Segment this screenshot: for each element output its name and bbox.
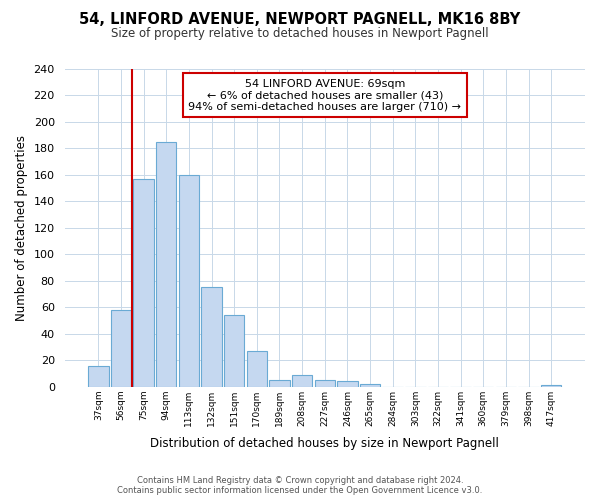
Bar [179, 175, 199, 386]
Text: 54 LINFORD AVENUE: 69sqm
← 6% of detached houses are smaller (43)
94% of semi-de: 54 LINFORD AVENUE: 69sqm ← 6% of detache… [188, 78, 461, 112]
Text: 54, LINFORD AVENUE, NEWPORT PAGNELL, MK16 8BY: 54, LINFORD AVENUE, NEWPORT PAGNELL, MK1… [79, 12, 521, 28]
Bar [247, 351, 267, 386]
Bar [156, 142, 176, 386]
Bar [269, 380, 290, 386]
Bar [88, 366, 109, 386]
X-axis label: Distribution of detached houses by size in Newport Pagnell: Distribution of detached houses by size … [151, 437, 499, 450]
Bar [292, 375, 313, 386]
Y-axis label: Number of detached properties: Number of detached properties [15, 135, 28, 321]
Bar [224, 315, 244, 386]
Text: Size of property relative to detached houses in Newport Pagnell: Size of property relative to detached ho… [111, 28, 489, 40]
Bar [337, 382, 358, 386]
Bar [133, 179, 154, 386]
Bar [360, 384, 380, 386]
Bar [202, 288, 222, 386]
Text: Contains HM Land Registry data © Crown copyright and database right 2024.
Contai: Contains HM Land Registry data © Crown c… [118, 476, 482, 495]
Bar [314, 380, 335, 386]
Bar [111, 310, 131, 386]
